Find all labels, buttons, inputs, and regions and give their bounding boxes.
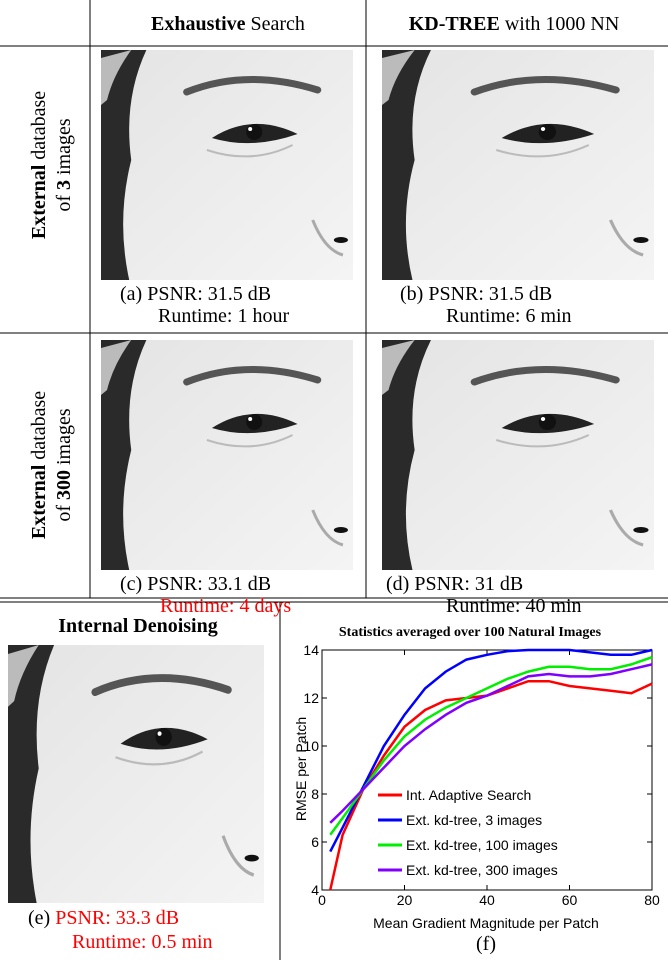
y-axis-label: RMSE per Patch (293, 717, 309, 821)
legend-label: Int. Adaptive Search (406, 787, 531, 803)
caption: (c) PSNR: 33.1 dB (120, 573, 271, 595)
caption: Runtime: 4 days (160, 595, 291, 617)
image (101, 340, 353, 570)
x-tick-label: 20 (397, 892, 413, 908)
row-label: of 3 images (53, 118, 75, 212)
y-tick-label: 12 (303, 690, 319, 706)
x-tick-label: 40 (479, 892, 495, 908)
chart-title: Statistics averaged over 100 Natural Ima… (339, 625, 602, 640)
caption: (a) PSNR: 31.5 dB (120, 283, 271, 305)
caption: Runtime: 6 min (446, 305, 572, 327)
legend-label: Ext. kd-tree, 300 images (406, 862, 558, 878)
y-tick-label: 10 (303, 738, 319, 754)
x-tick-label: 0 (318, 892, 326, 908)
row-label: External database (28, 91, 50, 239)
row-label: External database (28, 391, 50, 539)
caption: Runtime: 0.5 min (72, 931, 213, 953)
caption: (d) PSNR: 31 dB (386, 573, 523, 595)
column-header: KD-TREE with 1000 NN (409, 13, 620, 35)
caption: (e) PSNR: 33.3 dB (28, 907, 179, 929)
column-header: Exhaustive Search (151, 13, 305, 35)
row-label: of 300 images (53, 408, 75, 522)
x-tick-label: 80 (644, 892, 660, 908)
image (382, 50, 654, 280)
figure: Exhaustive Search KD-TREE with 1000 NN E… (0, 0, 668, 960)
caption: Runtime: 1 hour (158, 305, 289, 327)
image (382, 340, 654, 570)
legend-label: Ext. kd-tree, 100 images (406, 837, 558, 853)
panel-title: Internal Denoising (58, 615, 217, 637)
x-tick-label: 60 (562, 892, 578, 908)
caption: (b) PSNR: 31.5 dB (400, 283, 552, 305)
page: Exhaustive Search KD-TREE with 1000 NN E… (0, 0, 668, 960)
image (8, 645, 264, 903)
caption: Runtime: 40 min (446, 595, 582, 617)
x-axis-label: Mean Gradient Magnitude per Patch (373, 915, 599, 931)
y-tick-label: 6 (311, 834, 319, 850)
chart-caption: (f) (476, 933, 496, 955)
image (101, 50, 353, 280)
legend-label: Ext. kd-tree, 3 images (406, 812, 542, 828)
y-tick-label: 14 (303, 642, 319, 658)
y-tick-label: 8 (311, 786, 319, 802)
